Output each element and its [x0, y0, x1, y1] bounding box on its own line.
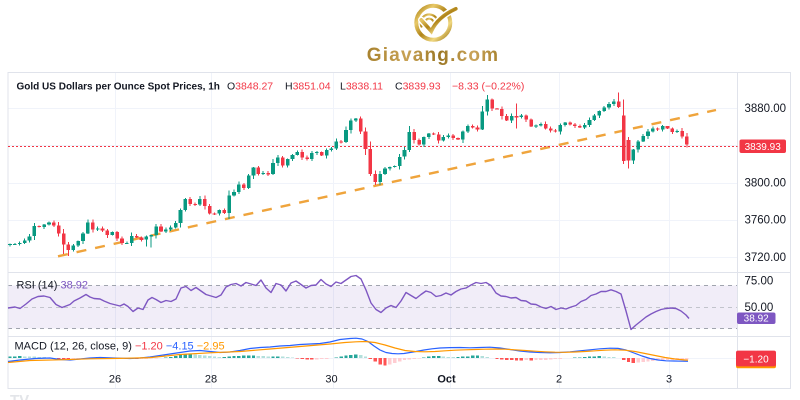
svg-text:2: 2 — [556, 373, 562, 385]
svg-text:TV: TV — [10, 392, 29, 400]
svg-text:50.00: 50.00 — [745, 302, 774, 314]
svg-text:75.00: 75.00 — [745, 276, 774, 288]
svg-text:L3838.11: L3838.11 — [340, 80, 383, 92]
svg-text:38.92: 38.92 — [744, 313, 769, 324]
svg-text:O3848.27: O3848.27 — [227, 80, 273, 92]
svg-text:−1.20: −1.20 — [743, 354, 769, 365]
svg-text:Gold US Dollars per Ounce Spot: Gold US Dollars per Ounce Spot Prices, 1… — [17, 81, 220, 92]
svg-text:3880.00: 3880.00 — [745, 103, 787, 115]
svg-text:30: 30 — [325, 373, 337, 385]
svg-text:C3839.93: C3839.93 — [395, 80, 441, 92]
svg-text:Giavang.com: Giavang.com — [367, 45, 500, 66]
svg-text:3: 3 — [666, 373, 672, 385]
svg-text:Oct: Oct — [437, 373, 456, 385]
svg-text:−8.33 (−0.22%): −8.33 (−0.22%) — [452, 80, 524, 92]
svg-text:26: 26 — [109, 373, 121, 385]
svg-text:3800.00: 3800.00 — [745, 178, 787, 190]
svg-text:MACD (12, 26, close, 9) −1.20: MACD (12, 26, close, 9) −1.20 −4.15 −2.9… — [15, 340, 225, 352]
svg-text:28: 28 — [205, 373, 217, 385]
svg-text:H3851.04: H3851.04 — [285, 80, 331, 92]
svg-text:RSI (14) 38.92: RSI (14) 38.92 — [17, 280, 89, 292]
svg-text:3720.00: 3720.00 — [745, 252, 787, 264]
svg-text:3760.00: 3760.00 — [745, 215, 787, 227]
svg-text:3839.93: 3839.93 — [745, 142, 782, 153]
